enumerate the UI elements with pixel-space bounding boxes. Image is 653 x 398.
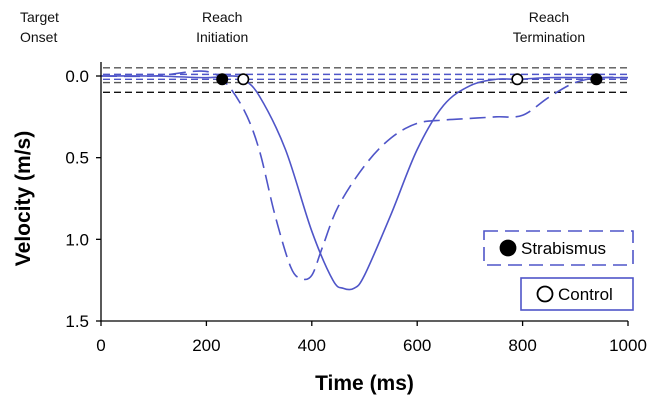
- x-tick-label: 600: [403, 336, 431, 355]
- y-tick-label: 1.5: [65, 312, 89, 331]
- annotation-line: Initiation: [196, 29, 248, 45]
- x-tick-label: 200: [192, 336, 220, 355]
- legend-marker-strabismus: [499, 239, 517, 257]
- y-ticks: 0.0 0.5 1.0 1.5: [65, 67, 101, 331]
- annotation: Reach Termination: [513, 9, 585, 45]
- annotation: Target Onset: [20, 9, 59, 45]
- x-ticks: 0 200 400 600 800 1000: [96, 321, 647, 355]
- marker-strabismus: [216, 73, 229, 86]
- threshold-lines: [103, 67, 628, 94]
- x-tick-label: 1000: [609, 336, 647, 355]
- y-tick-label: 1.0: [65, 230, 89, 249]
- annotation: Reach Initiation: [196, 9, 248, 45]
- marker-control: [511, 73, 524, 86]
- annotation-line: Onset: [20, 29, 57, 45]
- marker-strabismus: [590, 73, 603, 86]
- legend-marker-control: [536, 285, 554, 303]
- x-tick-label: 0: [96, 336, 105, 355]
- legend: Strabismus Control: [483, 230, 634, 311]
- y-tick-label: 0.0: [65, 67, 89, 86]
- y-tick-label: 0.5: [65, 149, 89, 168]
- x-tick-label: 400: [298, 336, 326, 355]
- legend-label-control: Control: [558, 285, 613, 304]
- annotation-line: Reach: [529, 9, 569, 25]
- x-tick-label: 800: [508, 336, 536, 355]
- annotations: Target Onset Reach Initiation Reach Terminati…: [20, 9, 585, 45]
- series-line-strabismus: [100, 70, 629, 281]
- legend-label-strabismus: Strabismus: [521, 239, 606, 258]
- annotation-line: Target: [20, 9, 59, 25]
- markers-layer: [216, 73, 603, 86]
- x-axis-title: Time (ms): [315, 372, 414, 395]
- y-axis-title: Velocity (m/s): [12, 131, 35, 266]
- annotation-line: Termination: [513, 29, 585, 45]
- axes: 0 200 400 600 800 1000 0.0 0.5 1.0 1.5: [65, 62, 647, 355]
- marker-control: [237, 73, 250, 86]
- annotation-line: Reach: [202, 9, 242, 25]
